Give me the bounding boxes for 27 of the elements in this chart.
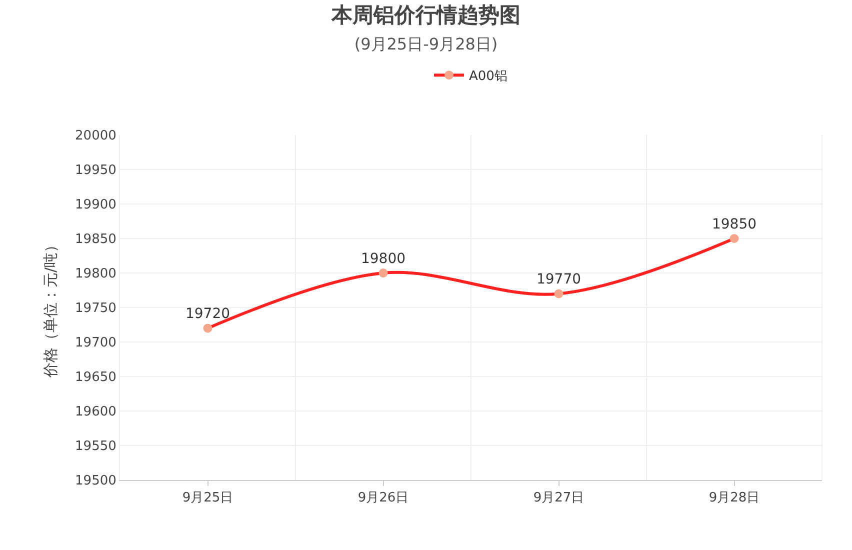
- point: [378, 268, 388, 278]
- chart-title: 本周铝价行情趋势图: [330, 3, 520, 27]
- legend-label: A00铝: [469, 69, 508, 84]
- data-label: 19850: [712, 216, 757, 232]
- y-tick-label: 19900: [75, 198, 116, 213]
- y-tick-label: 19800: [75, 266, 116, 282]
- y-tick-label: 20000: [75, 128, 116, 144]
- y-tick-label: 19500: [75, 474, 116, 489]
- x-tick-label: 9月26日: [358, 490, 409, 506]
- x-tick-label: 9月28日: [708, 490, 760, 506]
- point: [730, 234, 739, 243]
- chart-subtitle: (9月25日-9月28日): [354, 34, 498, 54]
- y-tick-label: 19750: [75, 301, 116, 316]
- y-tick-label: 19850: [75, 232, 116, 248]
- y-tick-label: 19950: [75, 163, 116, 178]
- data-label: 19720: [185, 306, 230, 322]
- point: [203, 324, 212, 333]
- y-tick-label: 19700: [75, 336, 116, 351]
- data-label: 19770: [536, 272, 582, 288]
- y-tick-label: 19550: [75, 439, 116, 454]
- y-tick-label: 19600: [75, 404, 116, 420]
- y-axis-title: 价格（单位：元/吨）: [41, 237, 60, 379]
- y-tick-label: 19650: [75, 370, 116, 386]
- x-tick-label: 9月25日: [182, 490, 234, 506]
- data-label: 19800: [360, 250, 406, 267]
- point: [554, 289, 564, 298]
- x-tick-label: 9月27日: [533, 490, 584, 506]
